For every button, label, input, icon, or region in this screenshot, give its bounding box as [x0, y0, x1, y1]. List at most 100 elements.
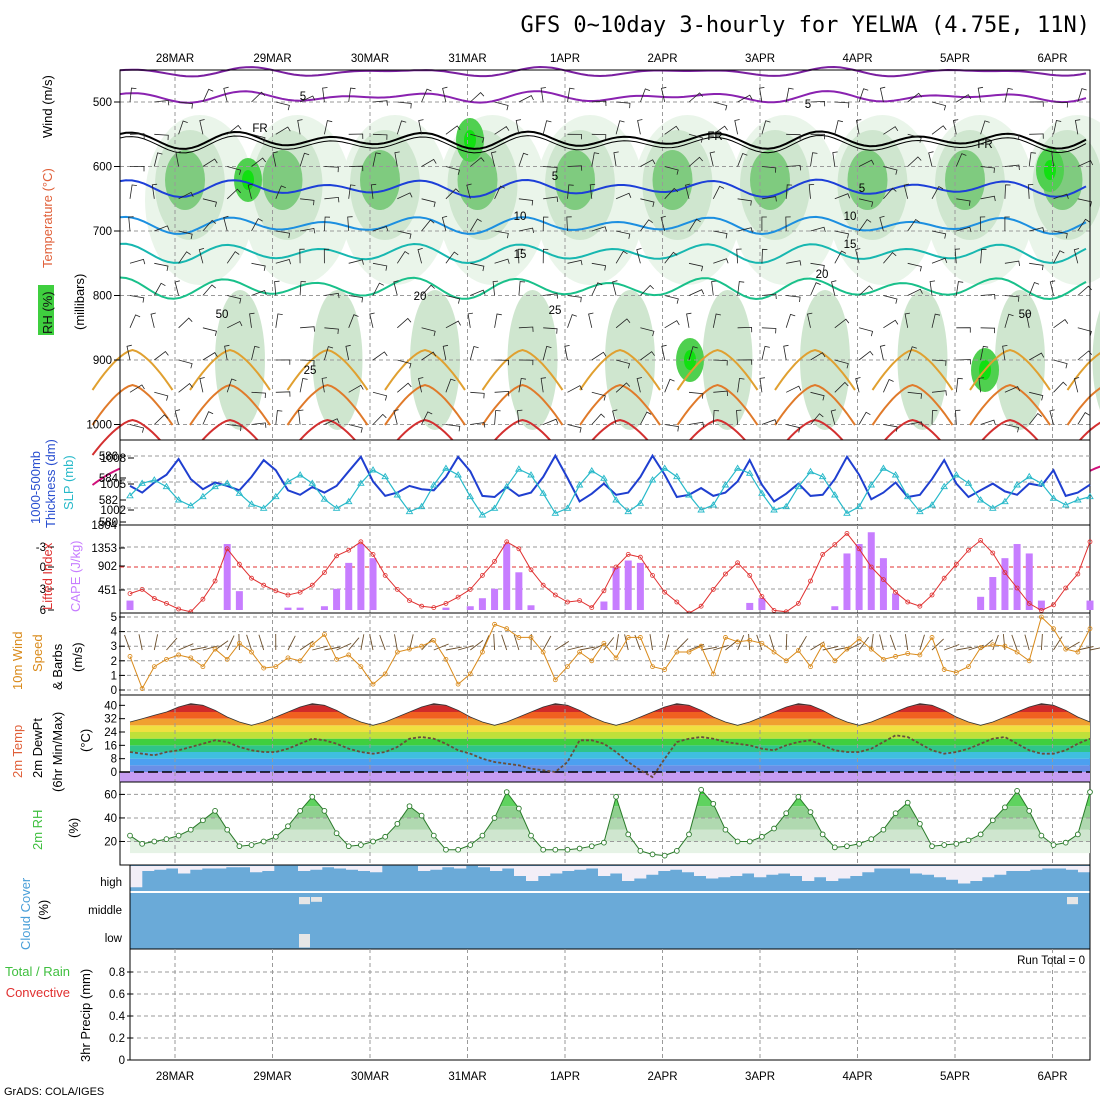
temp-band — [130, 765, 1090, 772]
high-cloud-clear-bar — [190, 866, 203, 870]
wind-barb — [251, 157, 267, 167]
wind-barb — [1077, 198, 1092, 207]
wind-barb — [567, 295, 582, 303]
slp-point — [162, 482, 171, 490]
wind-speed-point — [1038, 614, 1044, 620]
wind-speed-point — [200, 664, 206, 670]
slp-point — [575, 481, 584, 488]
wind-barb — [492, 280, 499, 296]
bottom-date-label: 30MAR — [351, 1071, 389, 1083]
wind-barb — [907, 92, 923, 103]
wind-barb — [956, 327, 971, 333]
surface-wind-barbs — [124, 633, 1100, 651]
cape-bar — [831, 606, 839, 610]
rh-point — [929, 843, 935, 850]
rh-blob — [652, 150, 693, 210]
lifted-index-point — [565, 599, 570, 605]
upper-ylabel-wind: Wind (m/s) — [40, 75, 55, 138]
wind-barb — [1028, 412, 1042, 425]
high-cloud-clear-bar — [814, 866, 827, 878]
lifted-index-cape-panel: -3 0 3 6 1804 1353 902 451 Lifted Index CAPE (J… — [36, 520, 1094, 617]
wind-barb — [518, 377, 527, 393]
wind-barb — [321, 377, 327, 393]
wind-barb — [174, 280, 180, 296]
wind-barb — [883, 252, 897, 264]
wind-barb — [591, 413, 605, 425]
wind-barb — [883, 166, 898, 175]
wind-barb — [227, 166, 242, 175]
lifted-index-point — [443, 601, 449, 606]
wind-barb — [640, 159, 656, 167]
wind-barb — [397, 382, 412, 393]
wind-barb — [664, 166, 679, 175]
wind-barb — [251, 345, 260, 361]
rh-point — [868, 836, 875, 842]
surface-barb — [889, 634, 897, 651]
wind-barb — [300, 228, 316, 234]
wind-barb — [150, 312, 156, 328]
wind-barb — [613, 151, 619, 167]
wind-barb — [786, 260, 802, 266]
wind-barb — [396, 120, 407, 135]
slp-point — [284, 477, 292, 485]
wind-barb — [348, 259, 364, 265]
wind-barb — [393, 409, 399, 425]
wind-barb — [636, 248, 642, 264]
wind-barb — [421, 158, 437, 167]
wind-speed-point — [893, 654, 898, 659]
bottom-date-label: 6APR — [1037, 1071, 1067, 1083]
wind-barb — [956, 226, 972, 233]
wind-barb — [1077, 327, 1092, 337]
slp-point — [988, 504, 997, 511]
lifted-index-point — [868, 564, 874, 570]
rh-point — [807, 809, 814, 815]
slp-point — [879, 464, 888, 471]
boundary-layer-isotherm — [774, 418, 856, 456]
wind-barb — [515, 119, 522, 135]
wind-barb — [711, 280, 717, 296]
boundary-layer-isotherm — [1066, 387, 1100, 426]
wind-speed-point — [334, 656, 339, 662]
wind-barb — [567, 259, 583, 266]
rh-point — [455, 846, 461, 853]
wind-speed-point — [431, 637, 437, 643]
wind-barb — [736, 248, 742, 264]
wind-tick-label: 2 — [111, 656, 117, 668]
wind-barb — [299, 281, 306, 296]
wind-speed-point — [1026, 658, 1032, 664]
high-cloud-clear-bar — [370, 866, 383, 873]
wind-speed-point — [309, 642, 315, 648]
cape-bar — [369, 558, 377, 610]
wind-barb — [615, 192, 632, 200]
high-cloud-clear-bar — [1030, 866, 1043, 870]
boundary-layer-isotherm — [481, 348, 564, 391]
rh-point — [394, 820, 401, 827]
boundary-layer-isotherm — [969, 348, 1051, 391]
contour-labels: FR FR FR 5 5 5 5 10 10 15 15 20 20 25 25 50 50 — [216, 91, 1032, 377]
wind-barb — [445, 125, 461, 135]
wind-speed-point — [820, 642, 826, 648]
surface-barb — [348, 637, 360, 651]
wind-barb — [494, 359, 510, 366]
slp-point — [126, 491, 134, 499]
rh-point — [856, 840, 862, 847]
wind-barb — [445, 188, 460, 200]
wind-barb — [688, 218, 701, 232]
rh-point — [1050, 842, 1057, 848]
wind-ylabel-2: Speed — [30, 634, 45, 672]
slp-point — [855, 502, 863, 510]
cloud-layer-middle: middle — [88, 905, 122, 917]
bottom-date-label: 28MAR — [156, 1071, 194, 1083]
thickness-tick-label: 584 — [99, 473, 119, 485]
wind-barb — [786, 295, 801, 303]
wind-barb — [542, 120, 552, 135]
slp-point — [782, 502, 790, 510]
wind-barb — [832, 151, 838, 167]
contour-label: 5 — [859, 183, 865, 195]
high-cloud-clear-bar — [478, 866, 491, 868]
contour-label: 25 — [549, 305, 562, 317]
wind-speed-point — [516, 635, 522, 640]
lifted-index-point — [249, 575, 254, 581]
wind-barb — [640, 219, 653, 232]
wind-tick-label: 5 — [111, 612, 117, 624]
